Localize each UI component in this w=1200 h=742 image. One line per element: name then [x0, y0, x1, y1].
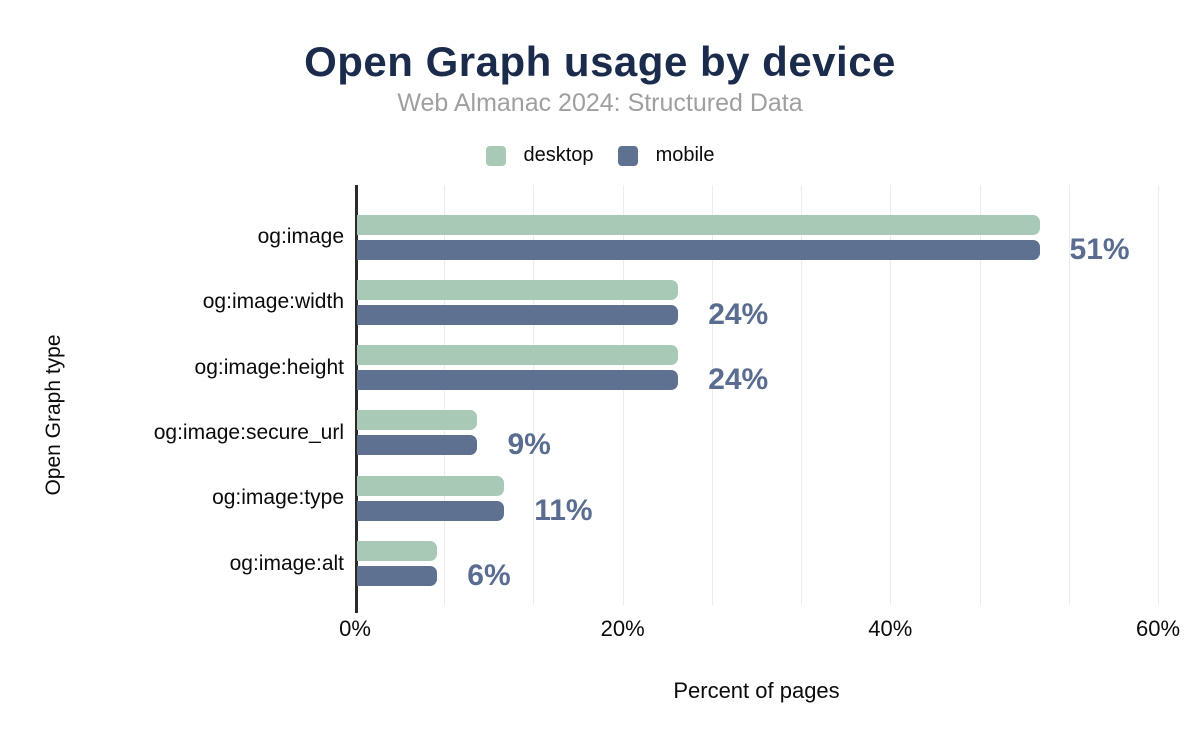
bar-mobile: [357, 304, 679, 325]
legend-item-mobile: mobile: [617, 144, 715, 167]
gridline: [622, 185, 624, 605]
gridline: [533, 185, 535, 605]
category-label: og:image:type: [212, 486, 344, 510]
value-label: 9%: [507, 428, 551, 462]
bar-desktop: [357, 214, 1040, 235]
x-axis-title: Percent of pages: [673, 678, 840, 703]
bar-mobile: [357, 370, 679, 391]
chart-subtitle: Web Almanac 2024: Structured Data: [397, 89, 803, 117]
bar-mobile: [357, 435, 478, 456]
bar-mobile: [357, 500, 505, 521]
category-label: og:image:secure_url: [153, 420, 344, 444]
gridline: [711, 185, 713, 605]
gridline: [444, 185, 446, 605]
bar-mobile: [357, 566, 438, 586]
gridline: [890, 185, 892, 605]
legend: desktop mobile: [0, 144, 1200, 167]
legend-label: desktop: [523, 144, 594, 166]
value-label: 6%: [467, 559, 511, 592]
x-tick-label: 40%: [868, 616, 913, 641]
value-label: 24%: [708, 363, 769, 397]
y-axis-title: Open Graph type: [42, 334, 65, 496]
category-label: og:image:height: [194, 355, 344, 379]
gridline: [1068, 185, 1070, 605]
bar-desktop: [357, 345, 679, 366]
chart-title: Open Graph usage by device: [304, 38, 896, 85]
category-label: og:image:alt: [229, 551, 344, 575]
category-label: og:image: [257, 225, 344, 248]
gridline: [801, 185, 803, 605]
legend-item-desktop: desktop: [485, 144, 594, 167]
value-label: 51%: [1069, 232, 1130, 266]
category-label: og:image:width: [202, 290, 344, 314]
bar-desktop: [357, 541, 438, 561]
gridline: [979, 185, 981, 605]
bar-desktop: [357, 475, 505, 496]
value-label: 24%: [708, 297, 769, 331]
x-tick-label: 60%: [1135, 616, 1181, 641]
legend-swatch-desktop: [485, 145, 506, 166]
bar-desktop: [357, 410, 478, 431]
bar-mobile: [357, 239, 1040, 260]
x-tick-label: 0%: [339, 616, 371, 641]
x-tick-label: 20%: [600, 616, 645, 641]
value-label: 11%: [534, 493, 593, 527]
gridline: [1158, 185, 1159, 605]
y-axis-line: [355, 185, 358, 613]
legend-swatch-mobile: [617, 145, 638, 166]
legend-label: mobile: [655, 144, 715, 166]
bar-desktop: [357, 279, 679, 300]
